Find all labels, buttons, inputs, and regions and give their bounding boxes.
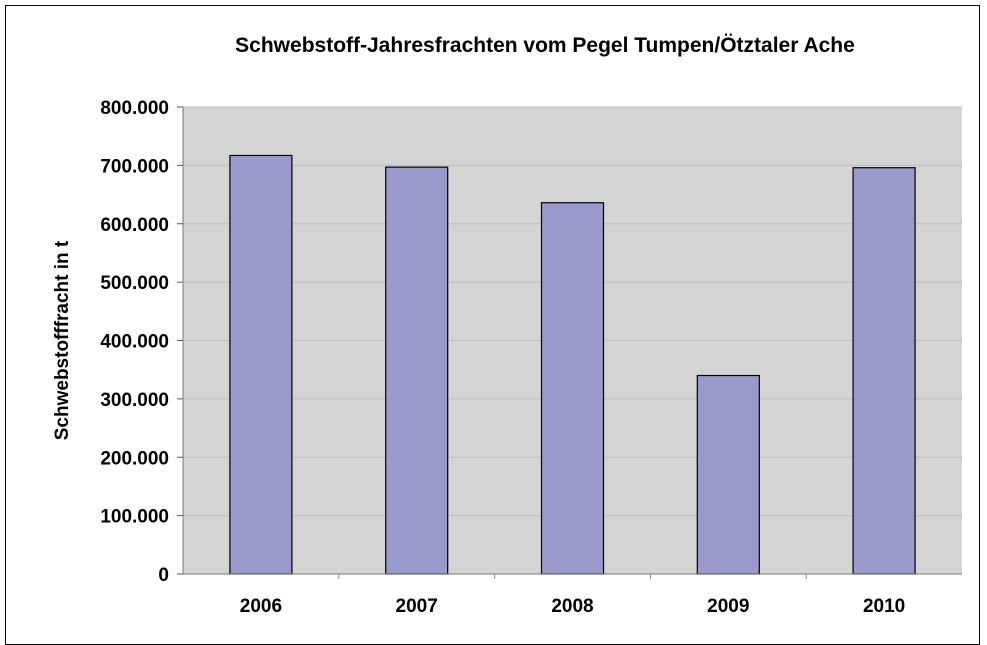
y-tick-label: 500.000 <box>100 273 169 294</box>
y-tick-label: 100.000 <box>100 507 169 528</box>
bar-2010 <box>852 167 916 575</box>
bar-2007 <box>385 166 449 575</box>
y-tick-label: 600.000 <box>100 215 169 236</box>
y-tick-label: 0 <box>158 565 169 586</box>
y-tick-label: 300.000 <box>100 390 169 411</box>
y-axis-label: Schwebstofffracht in t <box>52 240 73 440</box>
y-tick-label: 200.000 <box>100 448 169 469</box>
bar-2009 <box>696 374 760 575</box>
chart-title: Schwebstoff-Jahresfrachten vom Pegel Tum… <box>235 34 855 57</box>
bar-2008 <box>540 202 605 575</box>
y-tick-label: 700.000 <box>100 156 169 177</box>
y-tick-label: 400.000 <box>100 332 169 353</box>
x-tick-label: 2006 <box>240 596 282 617</box>
x-tick-label: 2008 <box>551 596 593 617</box>
x-tick-label: 2007 <box>396 596 438 617</box>
bar-chart: Schwebstoff-Jahresfrachten vom Pegel Tum… <box>52 34 962 617</box>
x-axis-ticks: 2006 2007 2008 2009 2010 <box>240 574 905 617</box>
x-tick-label: 2010 <box>863 596 905 617</box>
x-tick-label: 2009 <box>707 596 749 617</box>
y-tick-label: 800.000 <box>100 98 169 119</box>
bars <box>229 154 916 575</box>
bar-2006 <box>229 154 293 575</box>
y-axis-ticks: 0 100.000 200.000 300.000 400.000 500.000 600.… <box>100 98 183 586</box>
